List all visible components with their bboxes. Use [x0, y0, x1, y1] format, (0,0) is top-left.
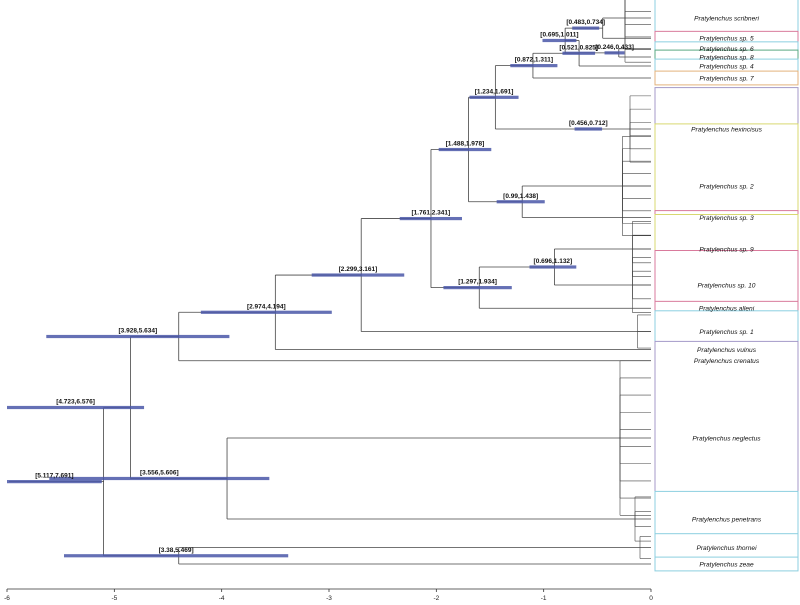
- tip-label-scribneri: Pratylenchus scribneri: [694, 15, 759, 22]
- hpd-bar-n_o: [63, 554, 289, 558]
- hpd-bar-n_j: [311, 273, 405, 277]
- tip-label-zeae: Pratylenchus zeae: [699, 561, 754, 568]
- tip-label-penetrans: Pratylenchus penetrans: [692, 516, 762, 523]
- tip-label-hexincisus: Pratylenchus hexincisus: [691, 126, 762, 133]
- tip-label-vulnus: Pratylenchus vulnus: [697, 347, 757, 354]
- hpd-bar-n_i: [399, 216, 462, 221]
- hpd-bar-n_g: [529, 265, 577, 269]
- x-tick-label--1: -1: [541, 595, 547, 600]
- hpd-bars-layer: [7, 26, 625, 558]
- hpd-bar-n_b: [562, 51, 596, 55]
- node-label-n_g: [0.696,1.132]: [534, 258, 573, 265]
- x-tick-label--6: -6: [4, 595, 10, 600]
- hpd-bar-n_scrib_sp5: [572, 26, 600, 30]
- tip-labels-layer: Pratylenchus scribneri Pratylenchus sp. 5…: [691, 15, 762, 568]
- node-label-n_n: [4.723,6.576]: [56, 399, 95, 406]
- tip-label-alleni: Pratylenchus alleni: [699, 306, 755, 313]
- node-label-n_l: [3.928,5.634]: [119, 328, 158, 335]
- tip-label-sp7: Pratylenchus sp. 7: [699, 75, 754, 82]
- tip-box-sp7: [654, 70, 799, 86]
- node-label-n_sp6_sp8: [0.246,0.433]: [595, 44, 634, 51]
- tip-label-sp9: Pratylenchus sp. 9: [699, 246, 754, 253]
- node-label-n_i: [1.761,2.341]: [412, 210, 451, 217]
- node-label-n_b: [0.521,0.825]: [559, 44, 598, 51]
- node-label-n_m: [3.556,5.606]: [140, 470, 179, 477]
- node-label-n_j: [2.299,3.161]: [339, 266, 378, 273]
- hpd-bar-n_hex: [574, 127, 603, 131]
- x-axis: -6 -5 -4 -3 -2 -1 0: [4, 588, 653, 602]
- x-tick-label--4: -4: [219, 595, 225, 600]
- node-label-n_a: [0.695,1.011]: [540, 32, 578, 39]
- tip-label-crenatus: Pratylenchus crenatus: [694, 358, 760, 365]
- tip-box-zeae: [654, 556, 799, 572]
- tip-label-neglectus: Pratylenchus neglectus: [692, 435, 761, 442]
- tip-label-sp5: Pratylenchus sp. 5: [699, 36, 754, 43]
- node-label-n_d: [1.234,1.691]: [475, 88, 514, 95]
- tip-label-sp8: Pratylenchus sp. 8: [699, 54, 754, 61]
- tip-label-thornei: Pratylenchus thornei: [696, 545, 757, 552]
- hpd-bar-root: [7, 480, 102, 484]
- x-tick-label--5: -5: [111, 595, 117, 600]
- tip-label-sp6: Pratylenchus sp. 6: [699, 46, 754, 53]
- node-label-n_hex: [0.456,0.712]: [569, 120, 608, 127]
- tip-boxes-layer: [654, 0, 799, 572]
- node-label-n_o: [3.38,5.469]: [159, 547, 194, 554]
- node-label-n_scrib_sp5: [0.483,0.734]: [566, 19, 605, 26]
- tip-label-sp3: Pratylenchus sp. 3: [699, 215, 754, 222]
- node-label-n_k: [2.974,4.194]: [247, 303, 286, 310]
- hpd-bar-n_c: [510, 64, 558, 68]
- node-label-root: [5.117,7.691]: [35, 473, 73, 480]
- hpd-bar-n_h: [443, 286, 512, 290]
- tip-label-sp4: Pratylenchus sp. 4: [699, 63, 754, 70]
- node-label-n_c: [0.872,1.311]: [515, 57, 553, 64]
- hpd-bar-n_n: [7, 405, 145, 410]
- x-tick-label-0: 0: [649, 595, 653, 600]
- tip-label-sp1: Pratylenchus sp. 1: [699, 329, 754, 336]
- hpd-bar-n_e: [496, 200, 545, 204]
- tip-label-sp2: Pratylenchus sp. 2: [699, 183, 754, 190]
- hpd-bar-n_sp6_sp8: [604, 51, 625, 55]
- x-tick-label--2: -2: [433, 595, 439, 600]
- node-label-n_f: [1.488,1.978]: [446, 141, 485, 148]
- node-label-n_h: [1.297,1.934]: [458, 279, 497, 286]
- hpd-bar-n_d: [469, 95, 519, 99]
- node-label-n_e: [0.99,1.438]: [503, 193, 538, 200]
- tip-label-sp10: Pratylenchus sp. 10: [698, 282, 756, 289]
- hpd-bar-n_k: [200, 310, 332, 314]
- node-labels-layer: [0.483,0.734] [0.246,0.433] [0.695,1.011] […: [35, 19, 634, 554]
- hpd-bar-n_l: [46, 334, 230, 339]
- hpd-bar-n_a: [542, 38, 577, 43]
- hpd-bar-n_f: [438, 147, 492, 152]
- x-tick-label--3: -3: [326, 595, 332, 600]
- hpd-bar-n_m: [49, 476, 270, 481]
